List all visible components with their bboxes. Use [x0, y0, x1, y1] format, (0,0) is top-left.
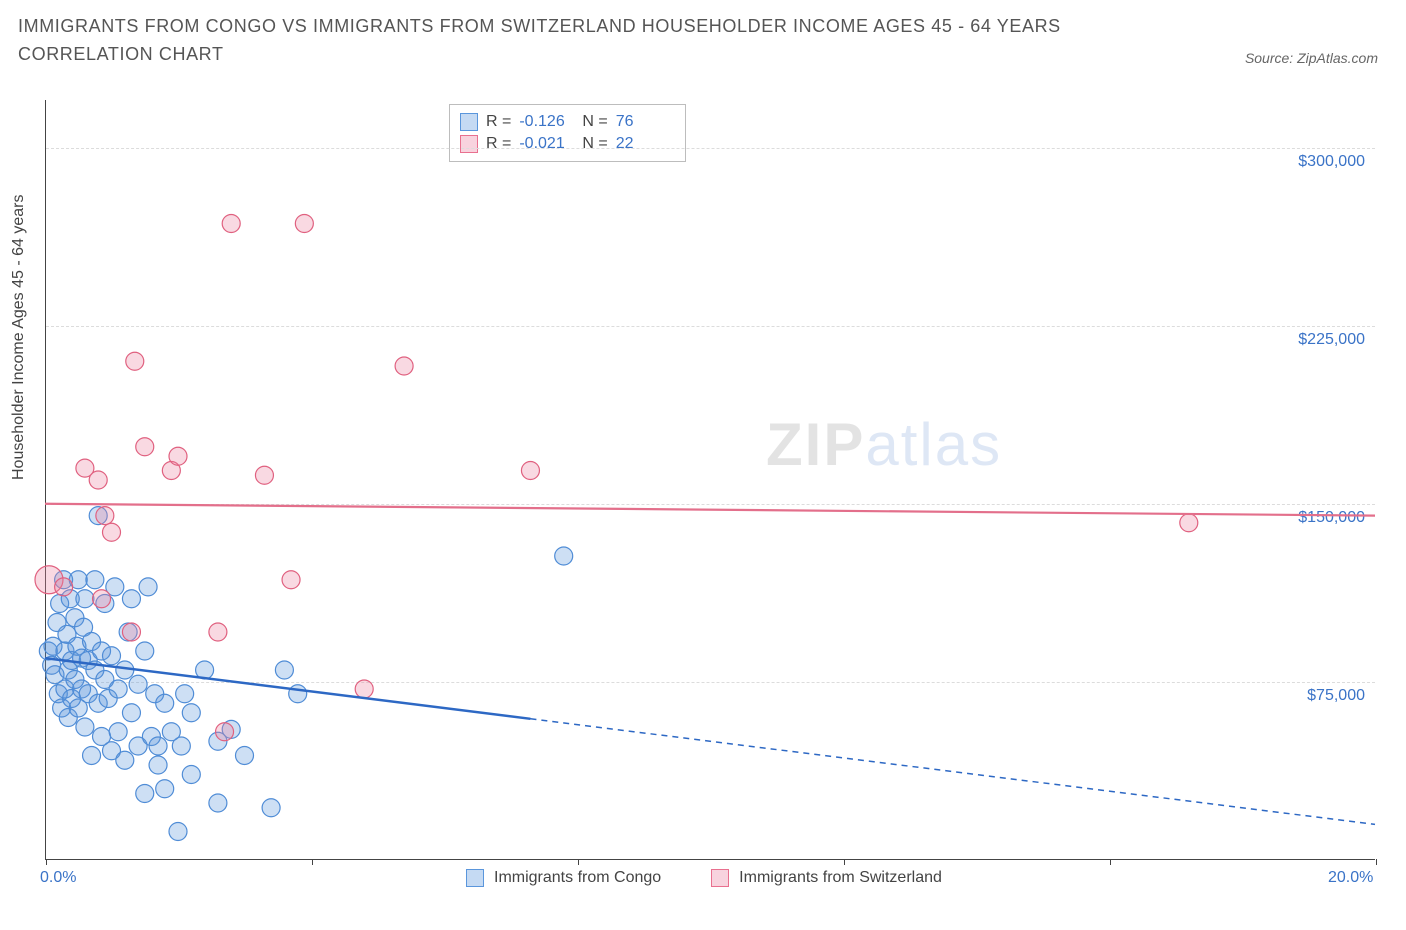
- data-point: [103, 647, 121, 665]
- data-point: [139, 578, 157, 596]
- data-point: [55, 578, 73, 596]
- data-point: [169, 447, 187, 465]
- data-point: [395, 357, 413, 375]
- data-point: [129, 675, 147, 693]
- legend-swatch-congo: [466, 869, 484, 887]
- data-point: [282, 571, 300, 589]
- data-point: [149, 756, 167, 774]
- data-point: [109, 680, 127, 698]
- data-point: [209, 623, 227, 641]
- data-point: [126, 352, 144, 370]
- data-point: [83, 747, 101, 765]
- chart-svg: [45, 100, 1375, 860]
- data-point: [136, 785, 154, 803]
- data-point: [275, 661, 293, 679]
- data-point: [96, 507, 114, 525]
- source-attribution: Source: ZipAtlas.com: [1245, 50, 1378, 66]
- data-point: [136, 642, 154, 660]
- data-point: [76, 718, 94, 736]
- legend-label-congo: Immigrants from Congo: [494, 869, 661, 887]
- data-point: [222, 215, 240, 233]
- data-point: [122, 590, 140, 608]
- legend-swatch-switzerland: [711, 869, 729, 887]
- data-point: [182, 766, 200, 784]
- data-point: [76, 590, 94, 608]
- data-point: [156, 694, 174, 712]
- data-point: [93, 590, 111, 608]
- data-point: [262, 799, 280, 817]
- legend-label-switzerland: Immigrants from Switzerland: [739, 869, 942, 887]
- data-point: [555, 547, 573, 565]
- data-point: [216, 723, 234, 741]
- data-point: [182, 704, 200, 722]
- data-point: [176, 685, 194, 703]
- data-point: [295, 215, 313, 233]
- data-point: [355, 680, 373, 698]
- data-point: [122, 704, 140, 722]
- trend-line-switzerland: [45, 504, 1375, 516]
- data-point: [109, 723, 127, 741]
- data-point: [103, 523, 121, 541]
- data-point: [122, 623, 140, 641]
- data-point: [209, 794, 227, 812]
- chart-title: IMMIGRANTS FROM CONGO VS IMMIGRANTS FROM…: [18, 12, 1146, 68]
- data-point: [255, 466, 273, 484]
- data-point: [169, 823, 187, 841]
- x-tick-label: 0.0%: [40, 869, 76, 887]
- data-point: [521, 462, 539, 480]
- data-point: [116, 751, 134, 769]
- data-point: [289, 685, 307, 703]
- data-point: [172, 737, 190, 755]
- trend-line-congo-extrapolated: [530, 719, 1375, 825]
- data-point: [86, 571, 104, 589]
- data-point: [236, 747, 254, 765]
- x-tick-mark: [1376, 859, 1377, 865]
- bottom-legend: Immigrants from Congo Immigrants from Sw…: [466, 869, 942, 887]
- chart-container: IMMIGRANTS FROM CONGO VS IMMIGRANTS FROM…: [0, 0, 1406, 930]
- data-point: [149, 737, 167, 755]
- data-point: [136, 438, 154, 456]
- data-point: [89, 471, 107, 489]
- data-point: [156, 780, 174, 798]
- y-axis-label: Householder Income Ages 45 - 64 years: [10, 195, 28, 481]
- data-point: [1180, 514, 1198, 532]
- x-tick-label: 20.0%: [1328, 869, 1373, 887]
